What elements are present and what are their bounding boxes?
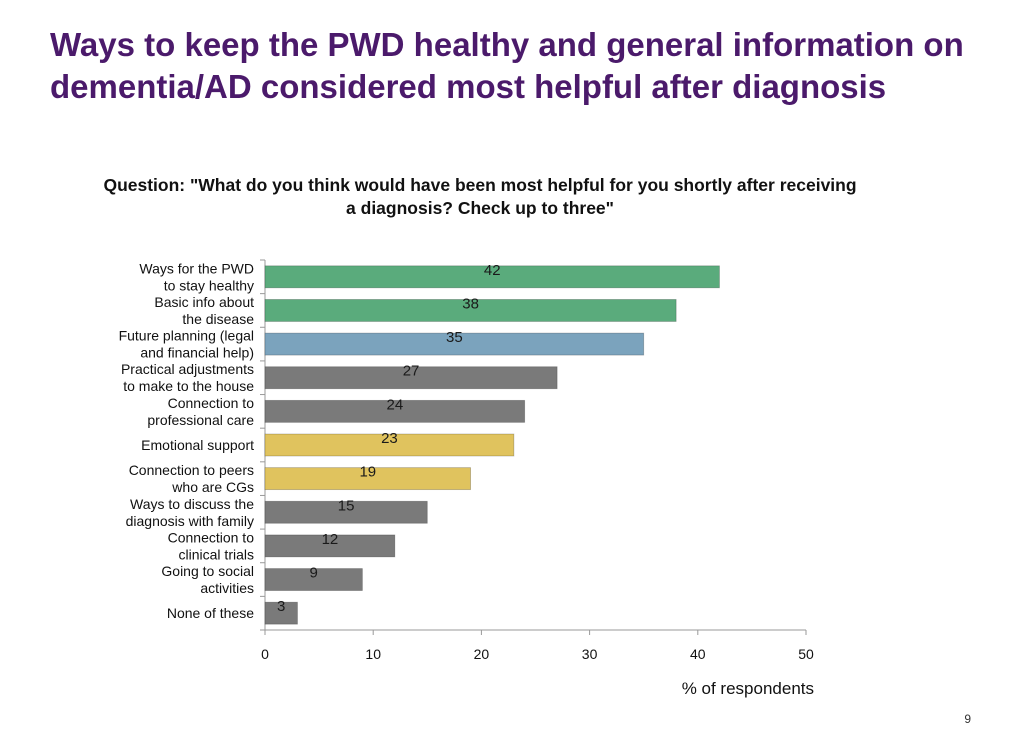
bar xyxy=(264,366,558,390)
category-label: Connection to clinical trials xyxy=(168,529,255,562)
x-tick-label: 30 xyxy=(582,646,598,662)
x-tick-label: 0 xyxy=(261,646,269,662)
bar xyxy=(264,601,298,625)
bar-value-label: 27 xyxy=(403,363,420,380)
bar-value-label: 42 xyxy=(484,262,501,279)
bar xyxy=(264,433,515,457)
category-label: Ways to discuss the diagnosis with family xyxy=(126,496,255,529)
bar-value-label: 12 xyxy=(322,531,339,548)
bar xyxy=(264,467,471,491)
bar-value-label: 23 xyxy=(381,430,398,447)
slide-title: Ways to keep the PWD healthy and general… xyxy=(50,26,964,105)
bar-value-label: 3 xyxy=(277,598,285,615)
chart-title: Question: "What do you think would have … xyxy=(103,175,857,218)
category-label: Practical adjustments to make to the hous… xyxy=(121,361,254,394)
category-label: Going to social activities xyxy=(161,563,254,596)
category-label: Connection to peers who are CGs xyxy=(129,462,254,495)
x-tick-label: 40 xyxy=(690,646,706,662)
page-number: 9 xyxy=(964,712,971,726)
bar xyxy=(264,500,428,524)
category-label: Ways for the PWD to stay healthy xyxy=(139,260,254,293)
bar xyxy=(264,265,720,289)
bar-value-label: 35 xyxy=(446,329,463,346)
bar xyxy=(264,568,363,591)
x-tick-label: 50 xyxy=(798,646,814,662)
bar-value-label: 19 xyxy=(359,464,376,481)
bar xyxy=(264,399,526,423)
bar-value-label: 38 xyxy=(462,295,479,312)
category-label: Basic info about the disease xyxy=(154,294,254,327)
category-label: Future planning (legal and financial help… xyxy=(119,328,254,361)
x-tick-label: 20 xyxy=(474,646,490,662)
bar xyxy=(264,299,677,322)
bar-value-label: 15 xyxy=(338,497,355,514)
bar-value-label: 9 xyxy=(310,565,318,582)
bar xyxy=(264,332,645,356)
category-label: Connection to professional care xyxy=(147,395,254,428)
bar-value-label: 24 xyxy=(386,396,403,413)
x-tick-label: 10 xyxy=(365,646,381,662)
category-label: None of these xyxy=(167,605,254,621)
bar xyxy=(264,534,396,558)
x-axis-label: % of respondents xyxy=(682,679,814,698)
category-label: Emotional support xyxy=(141,437,254,453)
